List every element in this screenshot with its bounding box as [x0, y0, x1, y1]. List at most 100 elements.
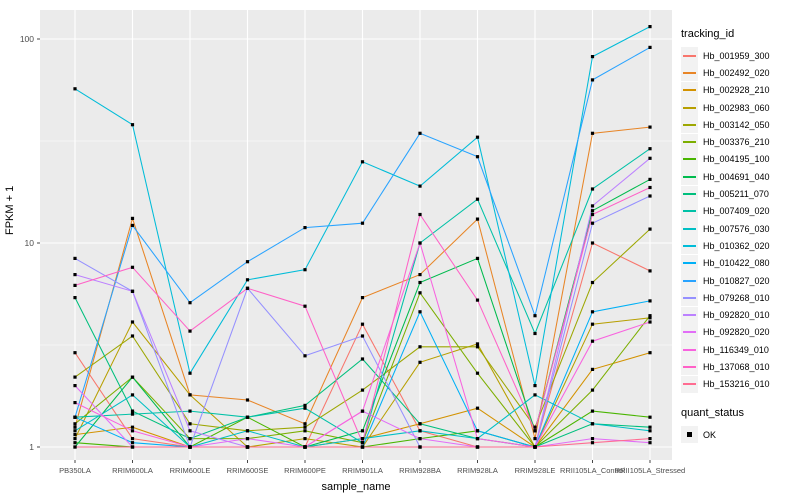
data-point	[475, 406, 480, 410]
data-point	[590, 437, 595, 441]
legend-line-swatch	[681, 133, 698, 151]
data-point	[475, 298, 480, 302]
data-point	[648, 147, 652, 151]
data-point	[245, 260, 250, 264]
data-point	[303, 445, 307, 449]
data-point	[303, 406, 307, 410]
data-point	[188, 445, 192, 449]
data-point	[590, 78, 595, 82]
data-point	[73, 87, 77, 91]
data-point	[245, 429, 250, 433]
legend-line-swatch	[681, 116, 698, 134]
data-point	[130, 265, 135, 269]
legend-item-Hb_153216_010: Hb_153216_010	[681, 375, 799, 393]
legend-item-Hb_137068_010: Hb_137068_010	[681, 358, 799, 376]
legend-item-label: Hb_010422_080	[703, 258, 770, 269]
data-point	[475, 135, 480, 139]
legend-item-label: Hb_007409_020	[703, 206, 770, 217]
legend-line-swatch	[681, 341, 698, 359]
data-point	[475, 371, 480, 375]
legend-item-label: Hb_003142_050	[703, 119, 770, 130]
legend-line-swatch	[681, 306, 698, 324]
data-point	[73, 351, 77, 355]
data-point	[303, 354, 307, 358]
data-point	[590, 131, 595, 135]
data-point	[648, 25, 652, 29]
legend-line-swatch	[681, 47, 698, 65]
data-point	[648, 45, 652, 49]
data-point	[303, 268, 307, 272]
data-point	[533, 429, 537, 433]
legend-item-label: Hb_007576_030	[703, 223, 770, 234]
data-point	[590, 209, 595, 213]
legend-title-tracking-id: tracking_id	[681, 28, 735, 40]
data-point	[245, 398, 250, 402]
data-point	[590, 388, 595, 392]
legend-line-swatch	[681, 185, 698, 203]
legend-item-Hb_007409_020: Hb_007409_020	[681, 202, 799, 220]
x-tick-label: RRIM928LE	[515, 466, 556, 475]
legend-line-swatch	[681, 99, 698, 117]
legend-item-label: Hb_001959_300	[703, 50, 770, 61]
legend-item-label: OK	[703, 429, 717, 440]
data-point	[648, 415, 652, 419]
x-tick-label: RRIM928BA	[399, 466, 441, 475]
data-point	[648, 177, 652, 181]
data-point	[475, 437, 480, 441]
data-point	[418, 445, 422, 449]
data-point	[303, 403, 307, 407]
data-point	[418, 273, 422, 277]
data-point	[245, 437, 250, 441]
legend-item-Hb_004691_040: Hb_004691_040	[681, 168, 799, 186]
legend-item-Hb_010422_080: Hb_010422_080	[681, 254, 799, 272]
data-point	[590, 339, 595, 343]
data-point	[303, 437, 307, 441]
x-tick-label: RRIM600LE	[170, 466, 211, 475]
legend-item-label: Hb_092820_020	[703, 327, 770, 338]
legend-line-swatch	[681, 272, 698, 289]
x-tick-label: RRIM600LA	[112, 466, 153, 475]
data-point	[303, 304, 307, 308]
data-point	[245, 445, 250, 449]
data-point	[648, 269, 652, 273]
legend-line-swatch	[681, 64, 698, 82]
data-point	[418, 437, 422, 441]
data-point	[303, 422, 307, 426]
data-point	[475, 256, 480, 260]
data-point	[303, 429, 307, 433]
legend-line-swatch	[681, 220, 698, 238]
data-point	[590, 280, 595, 285]
legend-item-label: Hb_153216_010	[703, 379, 770, 390]
data-point	[590, 409, 595, 413]
x-tick-label: RRIM600PE	[284, 466, 326, 475]
data-point	[73, 437, 77, 441]
data-point	[130, 445, 135, 449]
legend-item-Hb_116349_010: Hb_116349_010	[681, 341, 799, 359]
legend-line-swatch	[681, 237, 698, 255]
data-point	[360, 160, 365, 164]
legend-item-Hb_010362_020: Hb_010362_020	[681, 237, 799, 255]
legend-item-Hb_079268_010: Hb_079268_010	[681, 289, 799, 307]
legend-title-quant-status: quant_status	[681, 406, 744, 419]
data-point	[130, 216, 135, 220]
data-point	[533, 425, 537, 429]
data-point	[188, 429, 192, 433]
data-point	[73, 296, 77, 300]
ok-square-icon	[681, 426, 698, 444]
data-point	[73, 425, 77, 429]
data-point	[648, 185, 652, 190]
legend-item-label: Hb_137068_010	[703, 361, 770, 372]
data-point	[73, 384, 77, 388]
legend-line-swatch	[681, 358, 698, 376]
data-point	[533, 314, 537, 318]
legend-line-swatch	[681, 375, 698, 393]
legend-item-label: Hb_002983_060	[703, 102, 770, 113]
data-point	[590, 310, 595, 314]
data-point	[130, 409, 135, 413]
data-point	[73, 283, 77, 287]
legend-entries: Hb_001959_300 Hb_002492_020 Hb_002928_210 H…	[681, 47, 799, 393]
data-point	[533, 393, 537, 397]
data-point	[245, 415, 250, 419]
data-point	[130, 412, 135, 416]
data-point	[648, 314, 652, 318]
